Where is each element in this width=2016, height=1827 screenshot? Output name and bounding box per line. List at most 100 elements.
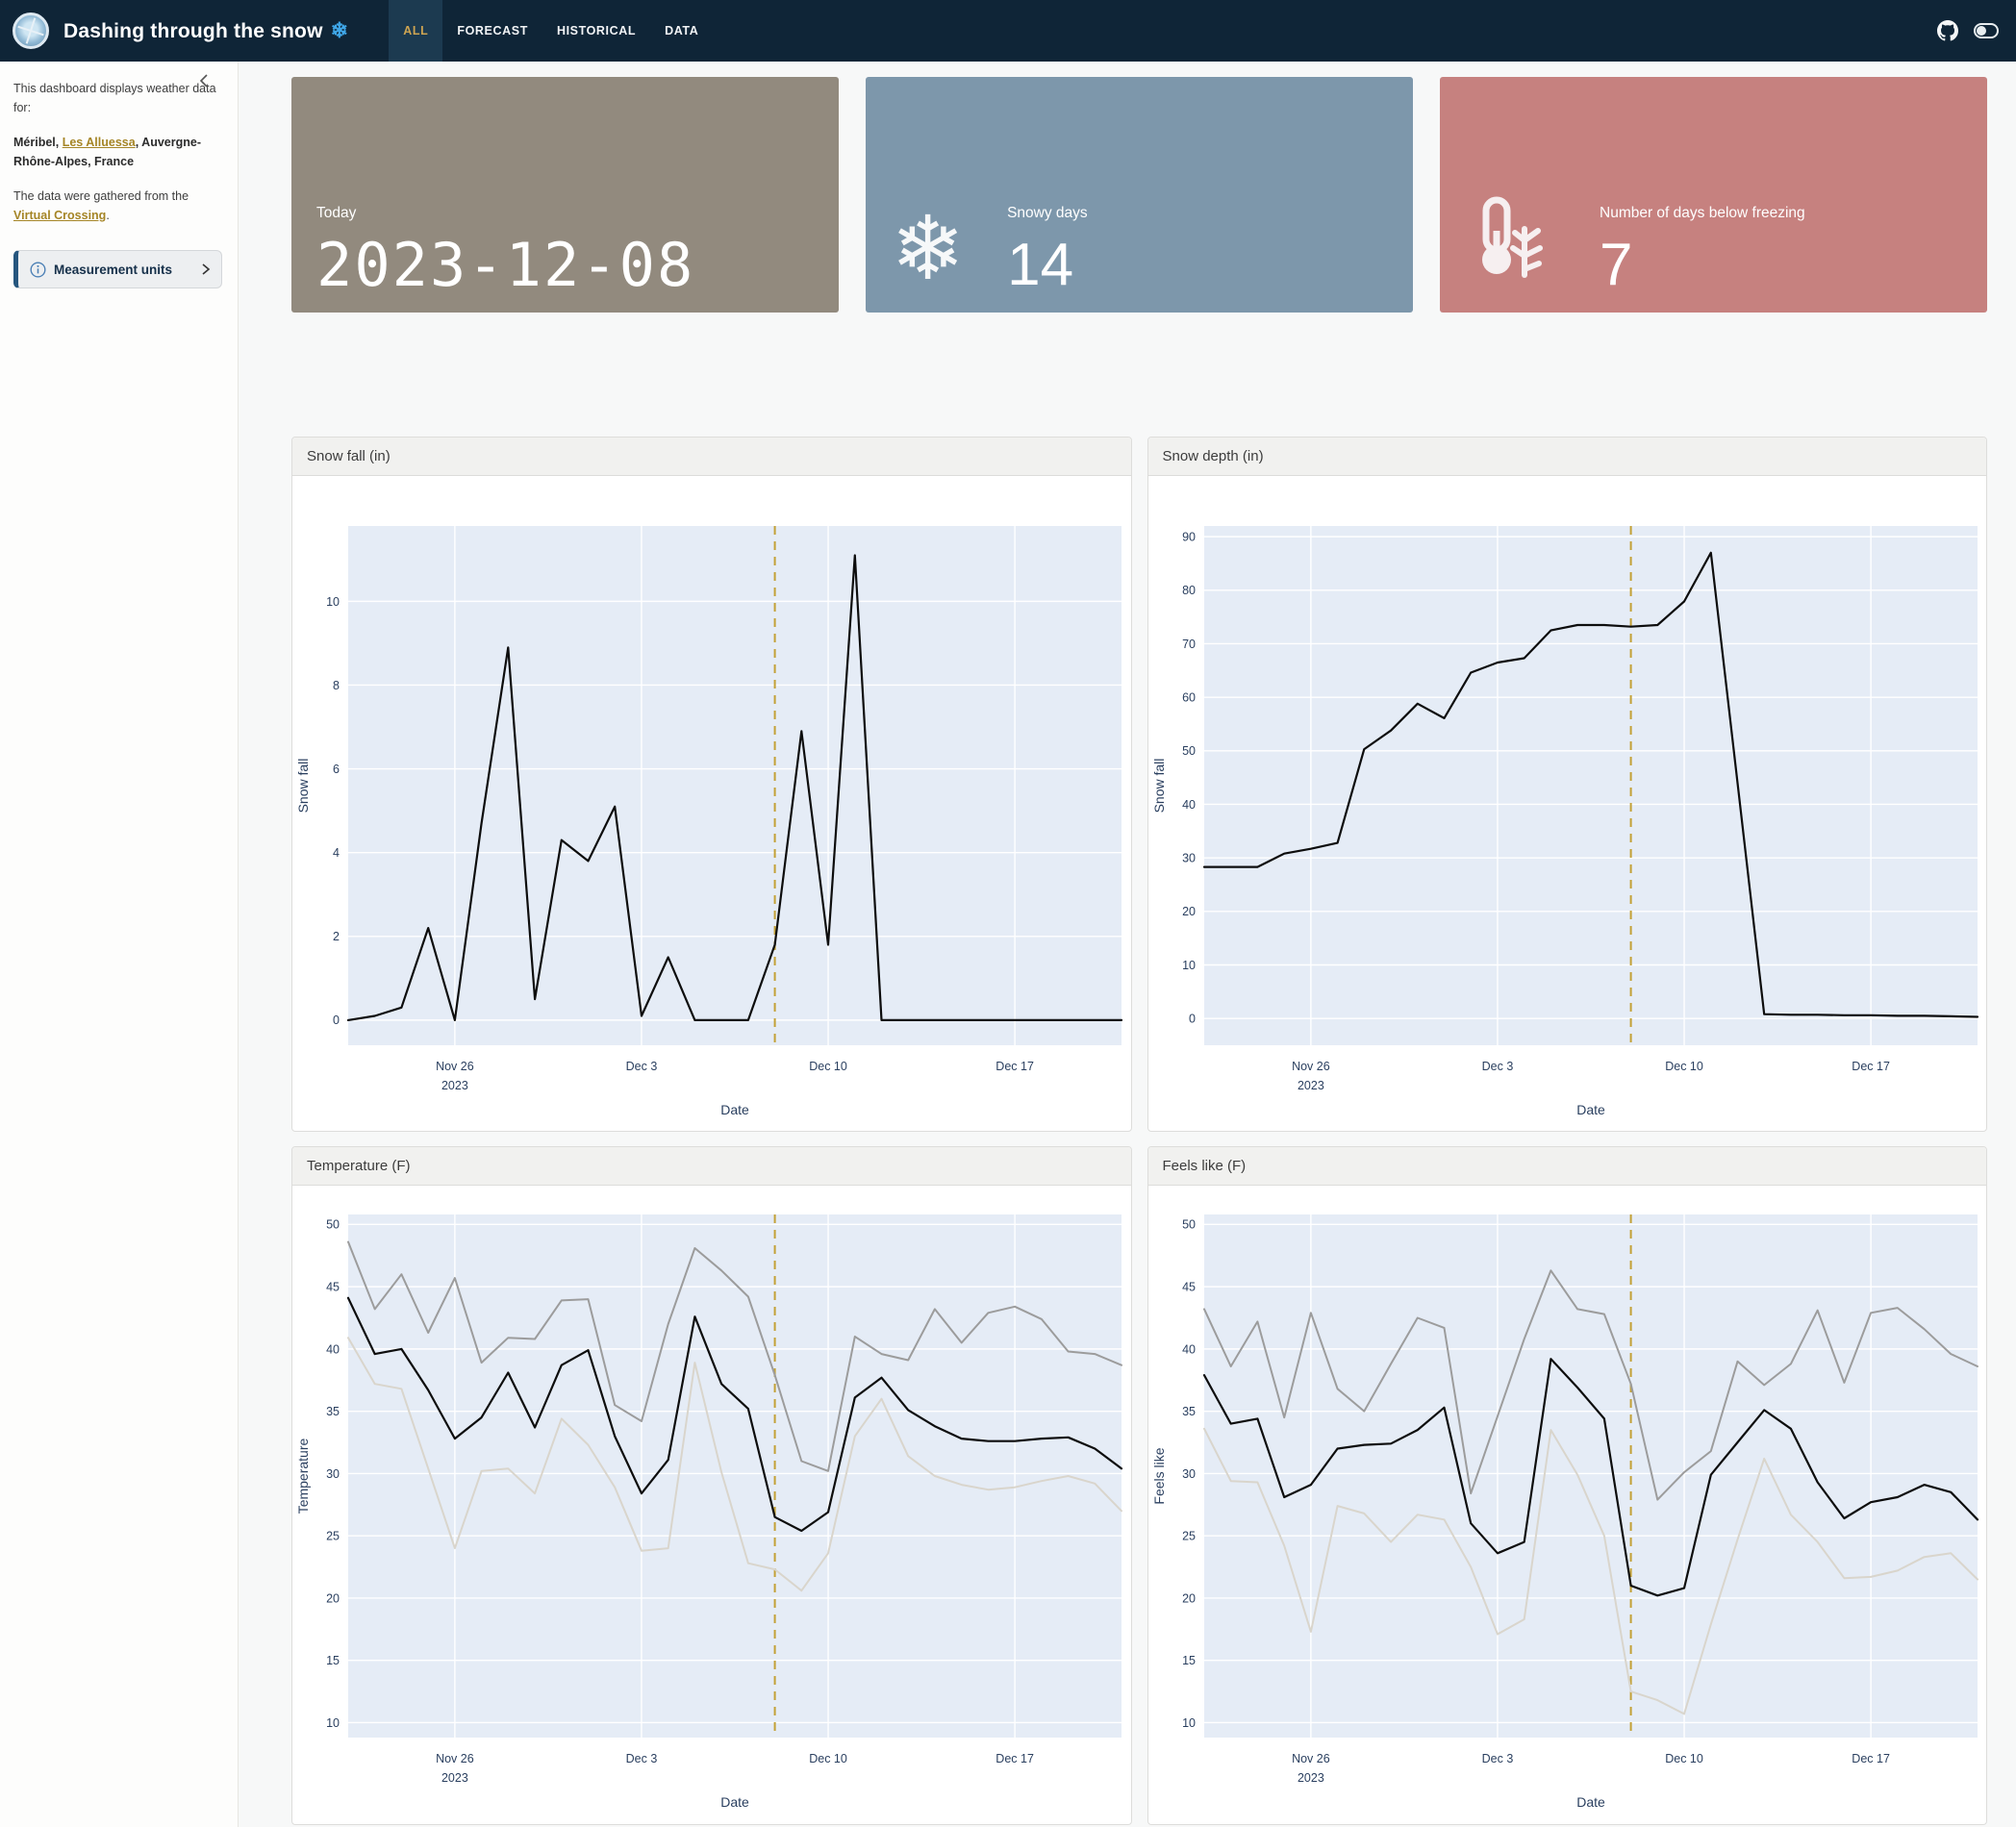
series-line-snow-depth [1202, 551, 1978, 1018]
app-title-text: Dashing through the snow [63, 20, 323, 42]
y-tick-label: 45 [326, 1280, 340, 1293]
main-nav: ALL FORECAST HISTORICAL DATA [389, 0, 713, 62]
plot-area [1203, 526, 1978, 1045]
x-tick-label: Dec 17 [995, 1752, 1034, 1765]
app-logo-icon [13, 13, 49, 49]
x-tick-label: Nov 26 [1292, 1060, 1330, 1073]
x-tick-label: Dec 17 [1852, 1752, 1890, 1765]
y-axis-title: Snow fall [295, 759, 311, 813]
y-tick-label: 10 [326, 595, 340, 609]
info-icon [30, 262, 46, 277]
stat-value-days-below-freezing: 7 [1600, 232, 1633, 298]
app-header: Dashing through the snow ❄ ALL FORECAST H… [0, 0, 2016, 62]
y-tick-label: 25 [1182, 1530, 1196, 1543]
charts-grid: Snow fall (in) 0 2 4 6 8 10 Nov 26 2023 Dec 3 Dec… [291, 437, 1987, 1825]
stat-label: Number of days below freezing [1600, 205, 1805, 221]
source-link[interactable]: Virtual Crossing [13, 209, 107, 222]
stat-card-today: Today 2023-12-08 [291, 77, 839, 313]
x-tick-label: Nov 26 [1292, 1752, 1330, 1765]
series-line-feels-like-max [1202, 1269, 1978, 1501]
y-tick-label: 10 [1182, 1716, 1196, 1730]
chart-card-snow-depth: Snow depth (in) 0 10 20 30 40 50 60 70 80 90 Nov 2… [1147, 437, 1987, 1132]
x-axis-title: Date [720, 1794, 749, 1810]
source-prefix: The data were gathered from the [13, 189, 189, 203]
main-content: Today 2023-12-08 ❄ Snowy days 14 [239, 62, 2016, 1827]
x-tick-label: Dec 10 [1665, 1060, 1703, 1073]
y-tick-label: 25 [326, 1530, 340, 1543]
feels-like-chart: 10 15 20 25 30 35 40 45 50 Nov 26 2023 Dec 3 Dec 10 D… [1151, 1214, 1978, 1810]
y-tick-label: 70 [1182, 638, 1196, 651]
nav-tab-data[interactable]: DATA [665, 24, 699, 38]
x-tick-sublabel: 2023 [1297, 1771, 1323, 1785]
snow-fall-chart: 0 2 4 6 8 10 Nov 26 2023 Dec 3 Dec 10 Dec 17 Date Sn… [295, 526, 1123, 1117]
y-tick-label: 90 [1182, 531, 1196, 544]
plot-area [348, 526, 1121, 1045]
x-tick-label: Dec 3 [626, 1060, 658, 1073]
x-tick-label: Nov 26 [436, 1752, 474, 1765]
y-tick-label: 15 [1182, 1654, 1196, 1667]
thermometer-snowflake-icon [1465, 192, 1557, 289]
stat-label: Today [316, 205, 357, 221]
x-axis-title: Date [1576, 1794, 1605, 1810]
chevron-right-icon [202, 263, 211, 275]
chart-title: Temperature (F) [292, 1147, 1131, 1186]
y-tick-label: 40 [1182, 798, 1196, 812]
series-line-feels-like [1202, 1358, 1978, 1597]
x-axis-title: Date [720, 1102, 749, 1117]
y-tick-label: 30 [1182, 1467, 1196, 1481]
y-tick-label: 4 [333, 846, 340, 860]
series-line-snow-fall [346, 554, 1123, 1022]
y-tick-label: 50 [326, 1218, 340, 1232]
sidebar-location-text: Méribel, Les Alluessa, Auvergne-Rhône-Al… [13, 133, 222, 171]
series-line-temp [346, 1296, 1123, 1533]
theme-toggle-icon[interactable] [1974, 23, 1999, 38]
y-tick-label: 45 [1182, 1280, 1196, 1293]
location-suffix: , Auvergne-Rhône-Alpes, France [13, 136, 201, 168]
chart-title: Snow fall (in) [292, 438, 1131, 476]
x-tick-label: Dec 10 [1665, 1752, 1703, 1765]
nav-tab-historical[interactable]: HISTORICAL [556, 24, 637, 38]
sidebar-source-text: The data were gathered from the Virtual … [13, 187, 222, 225]
chart-card-feels-like: Feels like (F) 10 15 20 25 30 35 40 45 50 Nov 26 2… [1147, 1146, 1987, 1825]
y-tick-label: 40 [1182, 1342, 1196, 1356]
x-tick-label: Dec 3 [1481, 1060, 1513, 1073]
y-tick-label: 60 [1182, 691, 1196, 705]
snowflake-icon: ❄ [891, 197, 966, 301]
sidebar: This dashboard displays weather data for… [0, 62, 239, 1827]
chart-card-snow-fall: Snow fall (in) 0 2 4 6 8 10 Nov 26 2023 Dec 3 Dec… [291, 437, 1132, 1132]
x-tick-label: Dec 17 [1852, 1060, 1890, 1073]
github-icon[interactable] [1937, 20, 1958, 41]
y-tick-label: 15 [326, 1654, 340, 1667]
nav-tab-forecast[interactable]: FORECAST [457, 24, 528, 38]
plot-area [1203, 1214, 1978, 1738]
sidebar-collapse-icon[interactable] [197, 73, 213, 88]
chart-card-temperature: Temperature (F) 10 15 20 25 30 35 40 45 50 Nov 26… [291, 1146, 1132, 1825]
x-tick-sublabel: 2023 [1297, 1079, 1323, 1092]
snow-depth-chart: 0 10 20 30 40 50 60 70 80 90 Nov 26 2023 Dec 3 Dec 10… [1151, 526, 1978, 1117]
y-tick-label: 20 [1182, 1591, 1196, 1605]
y-tick-label: 50 [1182, 1218, 1196, 1232]
stat-cards-row: Today 2023-12-08 ❄ Snowy days 14 [291, 77, 1987, 313]
y-tick-label: 0 [333, 1014, 340, 1027]
y-tick-label: 20 [1182, 905, 1196, 918]
x-tick-sublabel: 2023 [441, 1079, 468, 1092]
source-suffix: . [106, 209, 110, 222]
x-axis-title: Date [1576, 1102, 1605, 1117]
nav-tab-all[interactable]: ALL [389, 0, 443, 62]
app-title: Dashing through the snow ❄ [63, 18, 348, 43]
x-tick-label: Dec 3 [626, 1752, 658, 1765]
y-axis-title: Feels like [1151, 1447, 1167, 1504]
measurement-units-accordion[interactable]: Measurement units [13, 250, 222, 288]
stat-card-snowy-days: ❄ Snowy days 14 [866, 77, 1413, 313]
y-axis-title: Temperature [295, 1438, 311, 1514]
series-line-temp-min [347, 1337, 1122, 1592]
y-tick-label: 0 [1189, 1013, 1196, 1026]
x-tick-sublabel: 2023 [441, 1771, 468, 1785]
chart-title: Feels like (F) [1147, 1147, 1986, 1186]
x-tick-label: Dec 17 [995, 1060, 1034, 1073]
y-tick-label: 35 [1182, 1405, 1196, 1418]
stat-label: Snowy days [1007, 205, 1088, 221]
location-link[interactable]: Les Alluessa [62, 136, 136, 149]
y-tick-label: 40 [326, 1342, 340, 1356]
snowflake-title-icon: ❄ [330, 18, 349, 42]
